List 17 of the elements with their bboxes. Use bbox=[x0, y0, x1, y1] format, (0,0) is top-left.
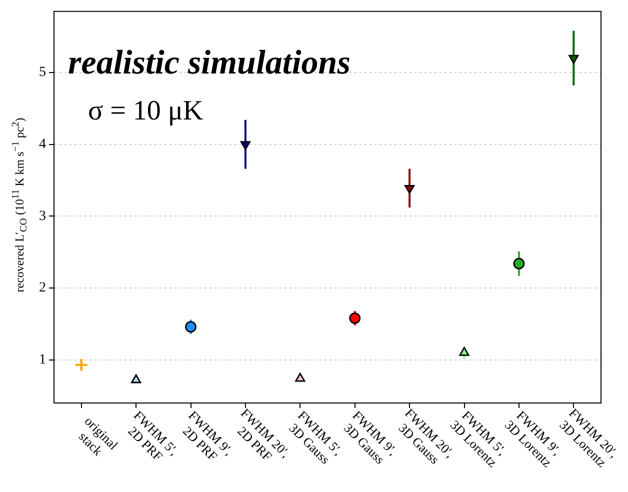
point bbox=[131, 374, 142, 384]
y-tick-label: 5 bbox=[39, 65, 46, 80]
point bbox=[513, 258, 525, 270]
point bbox=[568, 54, 579, 64]
point bbox=[185, 321, 196, 333]
annotation: realistic simulations bbox=[68, 44, 350, 82]
point bbox=[459, 347, 470, 356]
point bbox=[404, 184, 415, 194]
point bbox=[240, 141, 250, 150]
y-tick-label: 1 bbox=[39, 352, 46, 368]
point bbox=[74, 358, 88, 372]
annotation: σ = 10 μK bbox=[88, 95, 204, 126]
y-tick-label: 4 bbox=[39, 137, 46, 152]
point bbox=[295, 372, 306, 382]
point bbox=[349, 312, 361, 324]
y-tick-label: 2 bbox=[39, 280, 46, 296]
y-tick-label: 3 bbox=[39, 208, 46, 224]
